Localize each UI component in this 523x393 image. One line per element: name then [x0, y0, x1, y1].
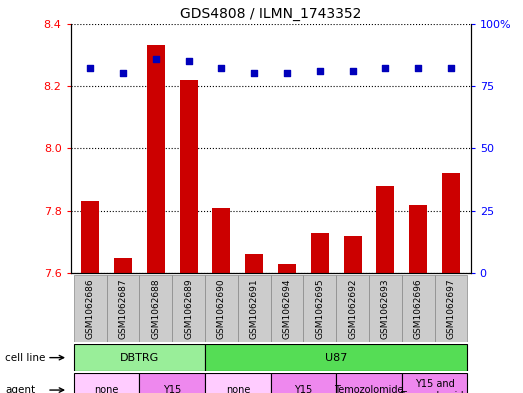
Point: [152, 55, 160, 62]
Text: GSM1062690: GSM1062690: [217, 278, 226, 339]
Point: [119, 70, 127, 77]
Point: [250, 70, 258, 77]
Bar: [271, 275, 303, 342]
Text: U87: U87: [325, 353, 347, 363]
Text: Y15 and
Temozolomide: Y15 and Temozolomide: [400, 379, 469, 393]
Bar: [435, 275, 468, 342]
Point: [381, 65, 390, 72]
Text: GSM1062697: GSM1062697: [447, 278, 456, 339]
Text: none: none: [225, 385, 250, 393]
Bar: [140, 373, 205, 393]
Bar: [377, 186, 394, 273]
Text: GSM1062686: GSM1062686: [86, 278, 95, 339]
Text: Temozolomide: Temozolomide: [334, 385, 404, 393]
Text: GSM1062691: GSM1062691: [250, 278, 259, 339]
Bar: [238, 275, 271, 342]
Bar: [114, 257, 132, 273]
Bar: [140, 275, 172, 342]
Text: none: none: [95, 385, 119, 393]
Point: [447, 65, 455, 72]
Bar: [147, 46, 165, 273]
Text: Y15: Y15: [163, 385, 181, 393]
Bar: [172, 275, 205, 342]
Bar: [303, 275, 336, 342]
Bar: [336, 373, 402, 393]
Point: [185, 58, 193, 64]
Point: [316, 68, 324, 74]
Text: agent: agent: [5, 385, 36, 393]
Text: GSM1062689: GSM1062689: [184, 278, 193, 339]
Text: GSM1062688: GSM1062688: [151, 278, 161, 339]
Text: GSM1062694: GSM1062694: [282, 278, 291, 339]
Bar: [212, 208, 231, 273]
Text: GSM1062687: GSM1062687: [119, 278, 128, 339]
Bar: [205, 275, 238, 342]
Text: cell line: cell line: [5, 353, 46, 363]
Point: [348, 68, 357, 74]
Bar: [311, 233, 329, 273]
Point: [86, 65, 95, 72]
Bar: [205, 344, 468, 371]
Bar: [74, 344, 205, 371]
Point: [217, 65, 225, 72]
Bar: [245, 254, 263, 273]
Bar: [74, 373, 140, 393]
Text: GSM1062693: GSM1062693: [381, 278, 390, 339]
Bar: [179, 80, 198, 273]
Bar: [402, 275, 435, 342]
Bar: [336, 275, 369, 342]
Text: GSM1062692: GSM1062692: [348, 278, 357, 339]
Bar: [271, 373, 336, 393]
Bar: [442, 173, 460, 273]
Bar: [344, 236, 362, 273]
Bar: [402, 373, 468, 393]
Bar: [81, 201, 99, 273]
Bar: [369, 275, 402, 342]
Bar: [205, 373, 271, 393]
Bar: [107, 275, 140, 342]
Bar: [409, 204, 427, 273]
Point: [414, 65, 423, 72]
Text: DBTRG: DBTRG: [120, 353, 159, 363]
Bar: [278, 264, 296, 273]
Text: GSM1062695: GSM1062695: [315, 278, 324, 339]
Text: Y15: Y15: [294, 385, 313, 393]
Text: GSM1062696: GSM1062696: [414, 278, 423, 339]
Bar: [74, 275, 107, 342]
Point: [283, 70, 291, 77]
Title: GDS4808 / ILMN_1743352: GDS4808 / ILMN_1743352: [180, 7, 361, 21]
